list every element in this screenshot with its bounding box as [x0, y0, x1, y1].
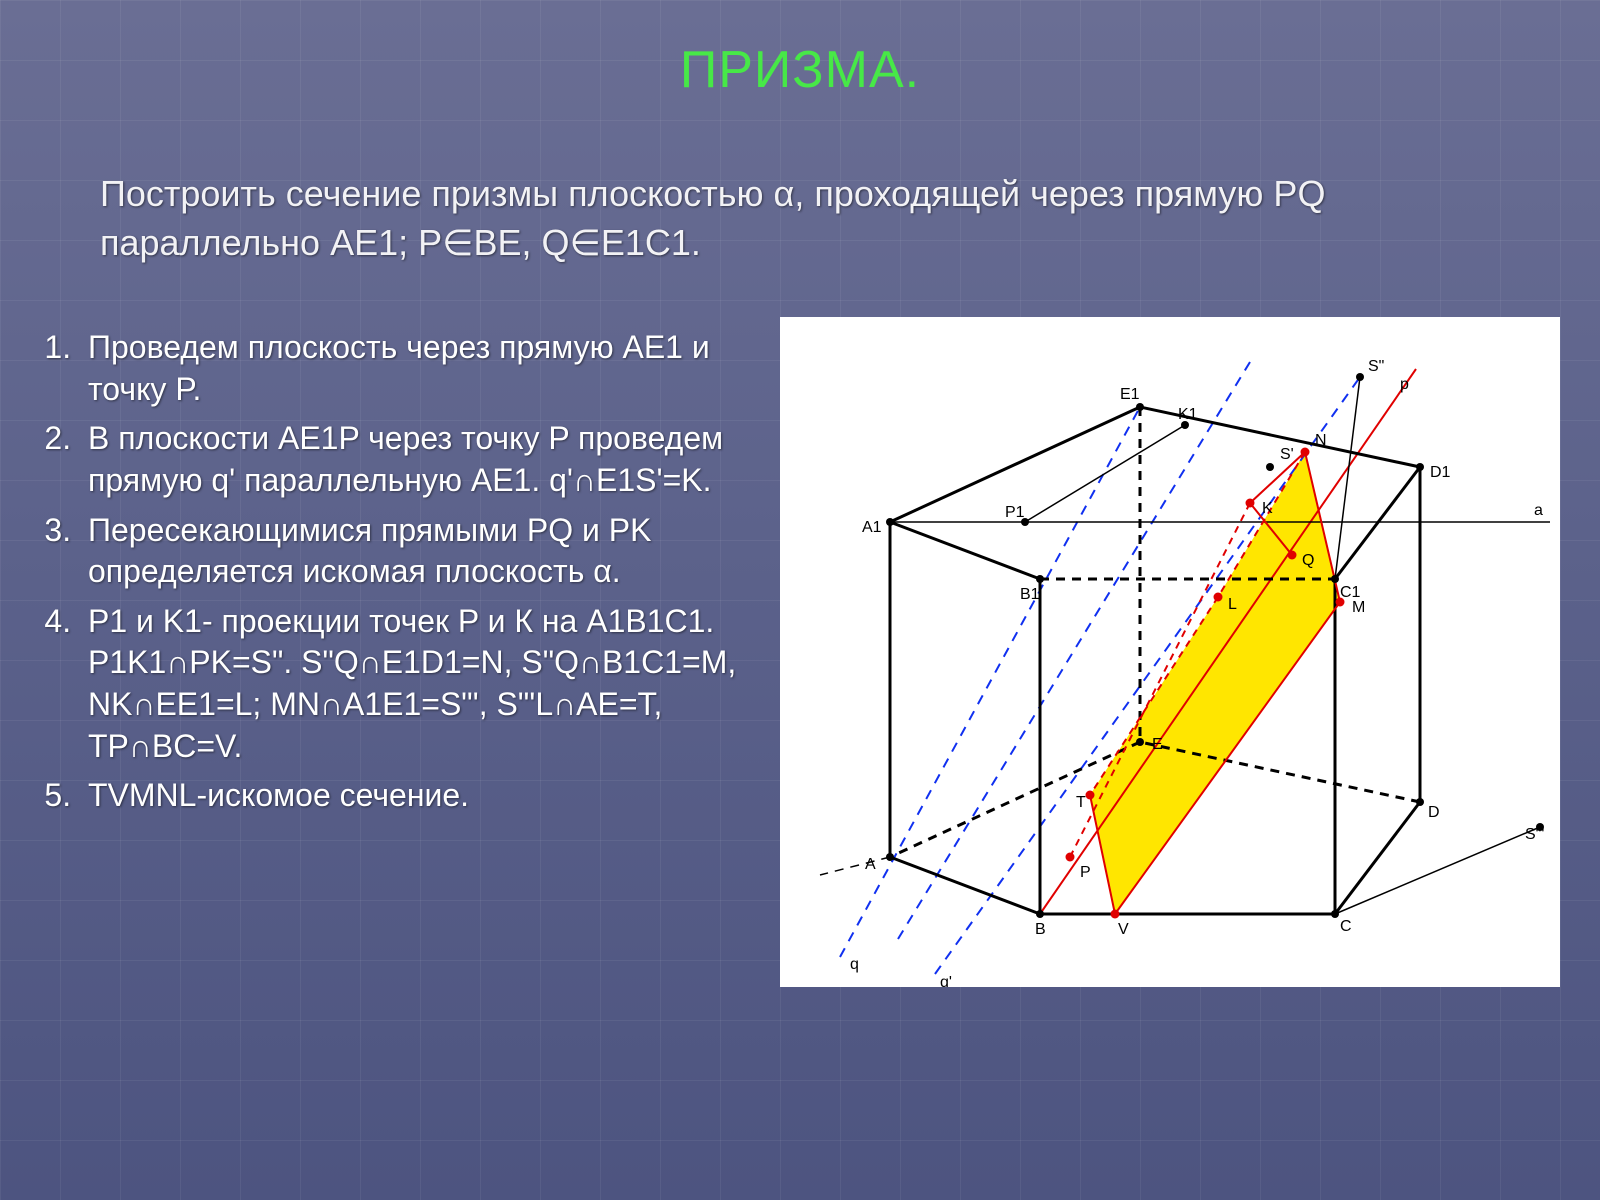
- problem-statement: Построить сечение призмы плоскостью α, п…: [100, 170, 1500, 267]
- svg-text:L: L: [1228, 596, 1237, 613]
- svg-text:q: q: [850, 956, 859, 973]
- svg-text:a: a: [1534, 502, 1543, 519]
- svg-text:K: K: [1262, 500, 1273, 517]
- svg-text:D1: D1: [1430, 464, 1451, 481]
- svg-text:S": S": [1368, 358, 1384, 375]
- svg-text:K1: K1: [1178, 406, 1198, 423]
- svg-text:q': q': [940, 974, 952, 987]
- svg-text:S': S': [1280, 446, 1294, 463]
- slide: ПРИЗМА. Построить сечение призмы плоскос…: [0, 0, 1600, 1200]
- svg-text:A: A: [865, 856, 876, 873]
- step-item: В плоскости AE1P через точку P проведем …: [80, 418, 780, 501]
- svg-text:C: C: [1340, 918, 1352, 935]
- svg-text:p: p: [1400, 376, 1409, 393]
- svg-text:E: E: [1152, 736, 1163, 753]
- step-item: P1 и K1- проекции точек P и К на A1B1C1.…: [80, 601, 780, 767]
- svg-text:B: B: [1035, 921, 1046, 938]
- svg-text:P1: P1: [1005, 504, 1025, 521]
- step-item: Проведем плоскость через прямую AE1 и то…: [80, 327, 780, 410]
- svg-text:Q: Q: [1302, 552, 1314, 569]
- content-row: Проведем плоскость через прямую AE1 и то…: [40, 327, 1560, 987]
- svg-text:T: T: [1076, 794, 1086, 811]
- step-item: Пересекающимися прямыми PQ и PK определя…: [80, 510, 780, 593]
- svg-text:A1: A1: [862, 519, 882, 536]
- diagram-wrap: ABCDEA1B1C1D1E1PQKK1P1NMLTVS'S"S"'apqq': [780, 327, 1560, 987]
- slide-title: ПРИЗМА.: [40, 40, 1560, 100]
- svg-text:M: M: [1352, 599, 1365, 616]
- svg-text:B1: B1: [1020, 586, 1040, 603]
- svg-text:P: P: [1080, 864, 1091, 881]
- svg-text:V: V: [1118, 921, 1129, 938]
- steps-list: Проведем плоскость через прямую AE1 и то…: [40, 327, 780, 825]
- prism-diagram: ABCDEA1B1C1D1E1PQKK1P1NMLTVS'S"S"'apqq': [780, 317, 1560, 987]
- step-item: TVMNL-искомое сечение.: [80, 775, 780, 817]
- svg-text:N: N: [1315, 432, 1327, 449]
- svg-text:D: D: [1428, 804, 1440, 821]
- svg-text:E1: E1: [1120, 386, 1140, 403]
- svg-text:S"': S"': [1525, 826, 1544, 843]
